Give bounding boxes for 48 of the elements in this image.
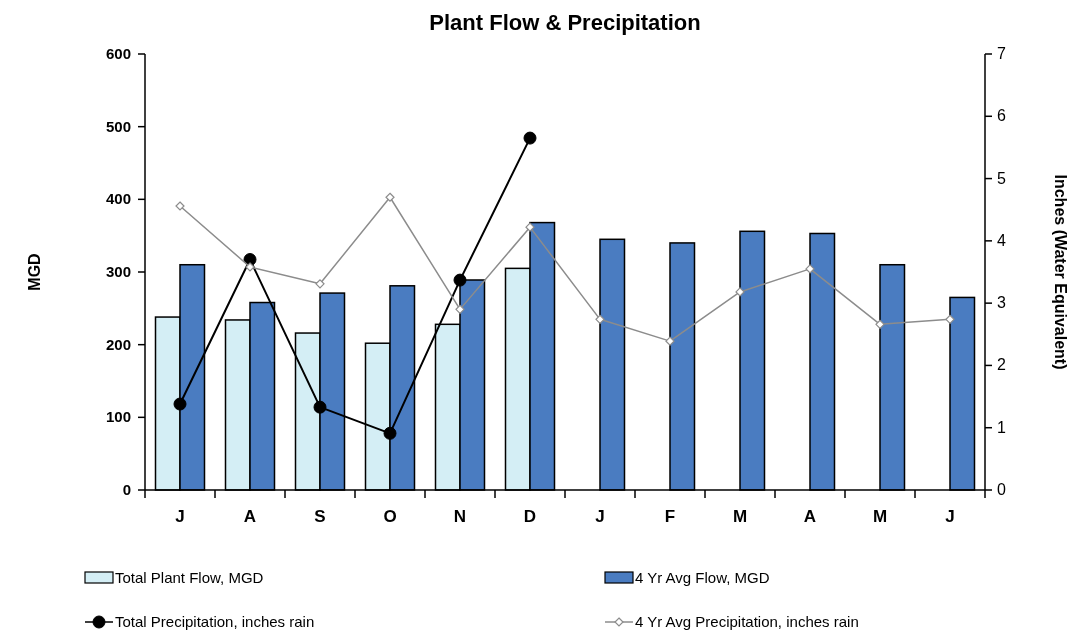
legend-label: 4 Yr Avg Flow, MGD — [635, 569, 770, 586]
y2-tick-label: 2 — [997, 356, 1006, 374]
point — [805, 264, 815, 274]
chart-title: Plant Flow & Precipitation — [429, 10, 701, 35]
x-tick-label: F — [664, 507, 676, 526]
point — [315, 279, 325, 289]
point — [665, 336, 675, 346]
legend-label: Total Plant Flow, MGD — [115, 569, 264, 586]
legend-label: Total Precipitation, inches rain — [115, 613, 315, 630]
point — [945, 314, 955, 324]
x-tick-label: D — [523, 507, 537, 526]
x-tick-label: M — [872, 507, 888, 526]
y-tick-label: 300 — [105, 263, 131, 280]
point — [875, 319, 885, 329]
x-tick-label: M — [732, 507, 748, 526]
point — [383, 426, 397, 440]
point — [455, 304, 465, 314]
y2-tick-label: 1 — [997, 418, 1006, 436]
point — [313, 400, 327, 414]
x-tick-label: J — [595, 507, 605, 526]
x-tick-label: A — [243, 507, 257, 526]
y-tick-label: 600 — [105, 45, 131, 62]
y2-tick-label: 3 — [997, 294, 1006, 312]
point — [523, 131, 537, 145]
y-tick-label: 500 — [105, 117, 131, 135]
y2-tick-label: 5 — [997, 169, 1006, 187]
y2-tick-label: 7 — [997, 45, 1006, 62]
point — [525, 222, 535, 232]
x-tick-label: N — [453, 507, 467, 526]
point — [595, 314, 605, 324]
x-tick-label: J — [175, 507, 185, 526]
y-axis-title: MGD — [26, 253, 43, 291]
y2-tick-label: 6 — [997, 107, 1006, 125]
x-tick-label: O — [383, 507, 397, 526]
y2-axis-title: Inches (Water Equivalent) — [1052, 174, 1069, 370]
y-tick-label: 400 — [105, 190, 131, 208]
x-tick-label: S — [314, 507, 326, 526]
y-tick-label: 100 — [105, 408, 131, 426]
y2-tick-label: 0 — [997, 481, 1006, 498]
point — [453, 273, 467, 287]
point — [173, 397, 187, 411]
y2-tick-label: 4 — [997, 231, 1006, 249]
x-tick-label: J — [945, 507, 955, 526]
x-tick-label: A — [803, 507, 817, 526]
y-tick-label: 200 — [105, 335, 131, 353]
y-tick-label: 0 — [122, 481, 131, 498]
legend-label: 4 Yr Avg Precipitation, inches rain — [635, 613, 859, 630]
point — [385, 192, 395, 202]
